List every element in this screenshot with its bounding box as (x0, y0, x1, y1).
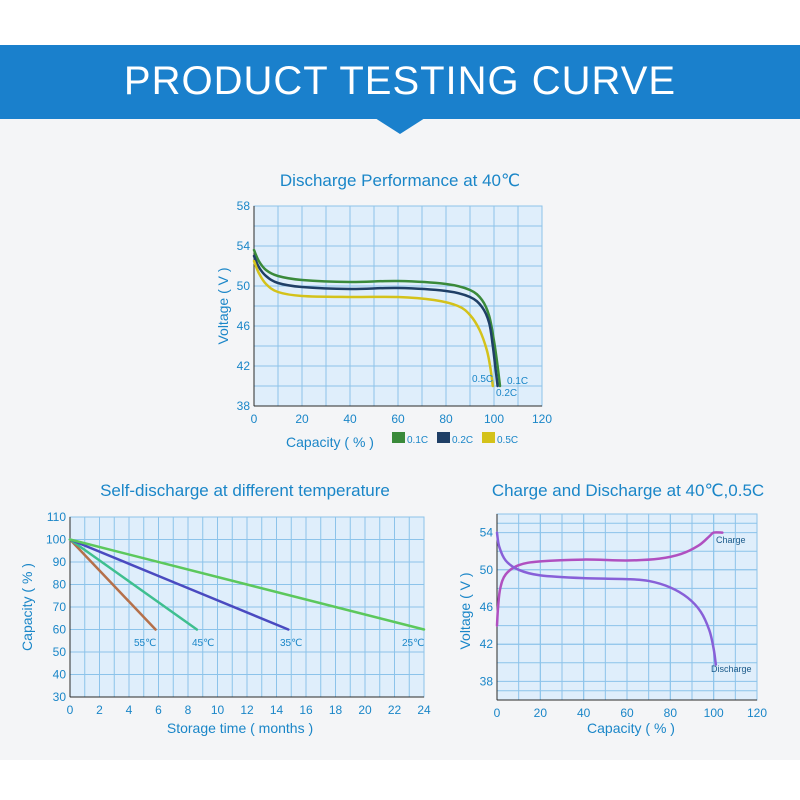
discharge-x-tick-label: 20 (295, 412, 309, 426)
discharge-legend-label: 0.2C (452, 435, 473, 446)
discharge-series-05C-line (252, 259, 495, 388)
page-title: PRODUCT TESTING CURVE (123, 59, 677, 103)
self-discharge-series-25-line (68, 538, 426, 631)
discharge-legend-swatch (482, 432, 495, 443)
discharge-legend-label: 0.5C (497, 435, 518, 446)
self-discharge-y-axis-label: Capacity ( % ) (19, 563, 35, 651)
charge-discharge-x-tick-label: 0 (494, 706, 501, 720)
charge-discharge-chart-title: Charge and Discharge at 40℃,0.5C (492, 481, 764, 500)
self-discharge-x-tick-label: 12 (240, 703, 254, 717)
discharge-y-tick-label: 42 (237, 359, 251, 373)
self-discharge-x-axis-label: Storage time ( months ) (167, 720, 313, 736)
charge-discharge-x-tick-label: 100 (704, 706, 724, 720)
charge-discharge-x-tick-label: 80 (664, 706, 678, 720)
self-discharge-y-tick-label: 90 (53, 555, 67, 569)
charge-discharge-y-tick-label: 42 (480, 637, 494, 651)
discharge-y-tick-label: 58 (237, 199, 251, 213)
self-discharge-x-tick-label: 16 (299, 703, 313, 717)
self-discharge-x-tick-label: 6 (155, 703, 162, 717)
self-discharge-x-tick-label: 22 (388, 703, 402, 717)
charge-discharge-y-tick-label: 46 (480, 600, 494, 614)
discharge-legend-label: 0.1C (407, 435, 428, 446)
self-discharge-series-label: 25℃ (402, 638, 424, 649)
charge-discharge-y-tick-label: 50 (480, 563, 494, 577)
discharge-y-tick-label: 50 (237, 279, 251, 293)
discharge-y-tick-label: 38 (237, 399, 251, 413)
discharge-legend-swatch (392, 432, 405, 443)
self-discharge-series-label: 35℃ (280, 638, 302, 649)
charge-discharge-y-tick-label: 54 (480, 526, 494, 540)
charge-discharge-x-tick-label: 40 (577, 706, 591, 720)
discharge-x-tick-label: 40 (343, 412, 357, 426)
charge-discharge-series-Discharge-line (495, 531, 718, 666)
charge-discharge-series-label: Charge (716, 535, 746, 545)
self-discharge-y-tick-label: 100 (46, 533, 66, 547)
self-discharge-y-tick-label: 110 (47, 510, 66, 524)
self-discharge-x-tick-label: 24 (417, 703, 431, 717)
self-discharge-y-tick-label: 40 (53, 668, 67, 682)
self-discharge-x-tick-label: 2 (96, 703, 103, 717)
charge-discharge-x-tick-label: 20 (534, 706, 548, 720)
self-discharge-x-tick-label: 14 (270, 703, 284, 717)
charge-discharge-x-tick-label: 120 (747, 706, 767, 720)
discharge-series-label: 0.2C (496, 388, 517, 399)
self-discharge-x-tick-label: 20 (358, 703, 372, 717)
discharge-y-tick-label: 46 (237, 319, 251, 333)
self-discharge-x-tick-label: 0 (67, 703, 74, 717)
discharge-x-tick-label: 120 (532, 412, 552, 426)
discharge-series-02C-line (252, 254, 499, 388)
self-discharge-chart-title: Self-discharge at different temperature (100, 481, 390, 500)
discharge-y-axis-label: Voltage ( V ) (215, 267, 231, 344)
discharge-series-01C-line (252, 248, 502, 388)
self-discharge-y-tick-label: 70 (53, 600, 67, 614)
discharge-series-label: 0.1C (507, 376, 528, 387)
discharge-chart-title: Discharge Performance at 40℃ (280, 171, 520, 190)
discharge-legend-swatch (437, 432, 450, 443)
discharge-x-tick-label: 60 (391, 412, 405, 426)
self-discharge-x-tick-label: 8 (185, 703, 192, 717)
self-discharge-x-tick-label: 18 (329, 703, 343, 717)
discharge-x-tick-label: 100 (484, 412, 504, 426)
discharge-x-tick-label: 0 (251, 412, 258, 426)
header-banner-notch (0, 116, 800, 134)
charge-discharge-series-Charge-line (495, 531, 724, 627)
self-discharge-y-tick-label: 60 (53, 623, 67, 637)
self-discharge-y-tick-label: 50 (53, 645, 67, 659)
header-banner (0, 45, 800, 119)
charge-discharge-x-axis-label: Capacity ( % ) (587, 720, 675, 736)
self-discharge-series-45-line (68, 538, 199, 631)
self-discharge-y-tick-label: 80 (53, 578, 67, 592)
discharge-x-axis-label: Capacity ( % ) (286, 434, 374, 450)
self-discharge-x-tick-label: 4 (126, 703, 133, 717)
discharge-series-label: 0.5C (472, 374, 493, 385)
charge-discharge-x-tick-label: 60 (620, 706, 634, 720)
charge-discharge-y-tick-label: 38 (480, 674, 494, 688)
self-discharge-y-tick-label: 30 (53, 690, 67, 704)
discharge-y-tick-label: 54 (237, 239, 251, 253)
self-discharge-series-label: 55℃ (134, 638, 156, 649)
self-discharge-x-tick-label: 10 (211, 703, 225, 717)
charge-discharge-series-label: Discharge (711, 664, 752, 674)
self-discharge-series-label: 45℃ (192, 638, 214, 649)
discharge-x-tick-label: 80 (439, 412, 453, 426)
self-discharge-series-35-line (68, 538, 290, 631)
self-discharge-series-55-line (68, 538, 157, 631)
charge-discharge-y-axis-label: Voltage ( V ) (457, 572, 473, 649)
